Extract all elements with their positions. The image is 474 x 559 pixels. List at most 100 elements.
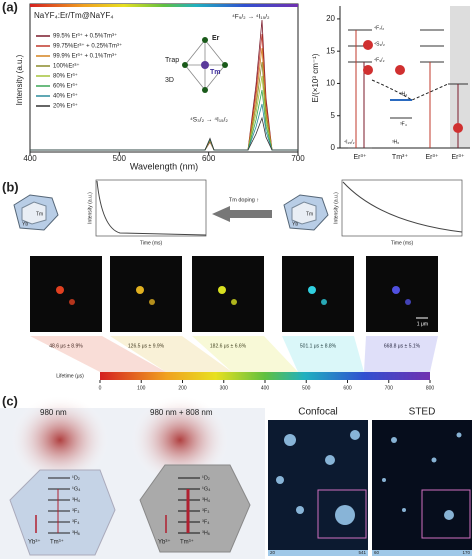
lifetime-label: 48.6 μs ± 8.9% [49, 343, 83, 349]
lifetime-image [30, 256, 102, 332]
spot [335, 505, 355, 525]
ion-label: Er³⁺ [425, 154, 438, 161]
colorbar-tick-label: 800 [426, 385, 435, 391]
lifetime-label: 182.6 μs ± 6.6% [210, 343, 247, 349]
funnel [364, 336, 438, 372]
beam [130, 395, 230, 485]
colorbar-tick-label: 700 [385, 385, 394, 391]
colorbar-tick-label: 400 [261, 385, 270, 391]
scale-label: 170 [462, 550, 470, 555]
x-tick-label: 400 [23, 154, 37, 163]
particle-spot [392, 286, 400, 294]
crystal-label: Tm [306, 211, 313, 217]
spot [325, 455, 335, 465]
spectrum-curve [30, 116, 298, 151]
x-label: Time (ms) [391, 240, 414, 246]
crystal-label: Tm [36, 211, 43, 217]
decay-plot [95, 179, 463, 237]
crystal-label: Yb [292, 221, 298, 227]
panel-a: (a) NaYF₄:Er/Tm@NaYF₄ Wavelength (nm) In… [2, 0, 470, 171]
beam-label: 980 nm + 808 nm [150, 408, 213, 417]
x-tick-label: 500 [113, 154, 127, 163]
colorbar-tick-label: 600 [343, 385, 352, 391]
spot [456, 432, 462, 438]
zoom-box [421, 489, 471, 539]
spot [431, 457, 437, 463]
level-label: ¹G₄ [202, 486, 211, 492]
panel-label: (a) [2, 0, 18, 14]
scale-strip [372, 550, 472, 556]
crystal-label: Tm [210, 69, 221, 76]
level-label: ³F₄ [72, 519, 80, 525]
lifetime-image [282, 256, 354, 332]
level-label: ³F₃ [72, 508, 79, 514]
ion-label: Tm³⁺ [50, 539, 64, 546]
colorbar-tick-label: 0 [99, 385, 102, 391]
crystal [9, 469, 116, 556]
level-label: ³F₄ [202, 519, 210, 525]
x-label: Wavelength (nm) [130, 161, 198, 171]
crystal-label: Yb [22, 221, 28, 227]
particle-spot [231, 299, 237, 305]
ion-label: Er³⁺ [451, 154, 464, 161]
scale-bar: 1 μm [417, 321, 428, 327]
beam [10, 395, 110, 485]
crystal-icon [13, 194, 329, 231]
panel-b: (b) Yb Tm Yb Tm Intensity (a.u.) Intensi… [2, 179, 463, 391]
particle-spot [218, 286, 226, 294]
scale-strip [268, 550, 368, 556]
ion-label: Yb³⁺ [158, 539, 171, 546]
y-label: Intensity (a.u.) [333, 192, 339, 224]
y-tick-label: 15 [326, 46, 335, 55]
plot-frame [29, 3, 299, 153]
shade [450, 6, 470, 148]
level-label: ⁴I₁₅/₂ [344, 139, 355, 145]
level-label: ³H₆ [72, 530, 80, 536]
funnel [192, 336, 298, 372]
level-label: ³H₄ [202, 497, 211, 503]
colorbar-tick-label: 200 [178, 385, 187, 391]
legend-entry: 99.9% Er³⁺ + 0.1%Tm³⁺ [53, 53, 117, 60]
level-label: ³H₄ [400, 91, 407, 97]
arrow-label: Tm doping ↑ [229, 197, 260, 203]
level-label: ⁴F₇/₂ [374, 25, 384, 31]
colorbar-tick-label: 100 [137, 385, 146, 391]
particle-spot [69, 299, 75, 305]
crystal [139, 464, 251, 553]
scale-label: 541 [358, 550, 366, 555]
level-label: ⁴S₃/₂ [374, 41, 385, 47]
colorbar-tick-label: 500 [302, 385, 311, 391]
image-title: STED [409, 407, 436, 418]
level-label: ³H₄ [72, 497, 81, 503]
legend-entry: 80% Er³⁺ [53, 73, 78, 80]
legend-entry: 99.75%Er³⁺ + 0.25%Tm³⁺ [53, 43, 122, 50]
level-label: ¹D₂ [202, 475, 210, 481]
image-spots [276, 430, 462, 525]
y-tick-label: 20 [326, 14, 335, 23]
particle-spot [321, 299, 327, 305]
crystal-label: Er [212, 35, 220, 42]
sample-title: NaYF₄:Er/Tm@NaYF₄ [34, 11, 114, 20]
particle-spot [56, 286, 64, 294]
particle-spot [136, 286, 144, 294]
level-label: ³H₆ [202, 530, 210, 536]
annotation: ⁴F₉/₂ → ⁴I₁₅/₂ [232, 14, 270, 21]
spot [276, 476, 284, 484]
spot [402, 508, 406, 512]
panel-label: (b) [2, 179, 19, 194]
legend-entry: 60% Er³⁺ [53, 83, 78, 90]
y-label: E/(×10³ cm⁻¹) [311, 53, 320, 102]
energy-levels [348, 29, 468, 149]
annotation: ⁴S₃/₂ → ⁴I₁₅/₂ [190, 117, 228, 124]
y-label: Intensity (a.u.) [15, 54, 24, 105]
level-label: ³F₄ [400, 121, 407, 127]
lifetime-label: 501.1 μs ± 8.8% [300, 343, 337, 349]
arrow [212, 206, 272, 222]
level-label: ¹G₄ [72, 486, 81, 492]
lifetime-label: 126.5 μs ± 9.9% [128, 343, 165, 349]
y-label: Intensity (a.u.) [87, 192, 93, 224]
panel-c: (c) 980 nm 980 nm + 808 nm ¹D₂ ¹G₄ ³H₄ ³F₃ ³… [0, 393, 472, 559]
scale-label: 60 [374, 550, 380, 555]
ion-label: Er³⁺ [353, 154, 366, 161]
